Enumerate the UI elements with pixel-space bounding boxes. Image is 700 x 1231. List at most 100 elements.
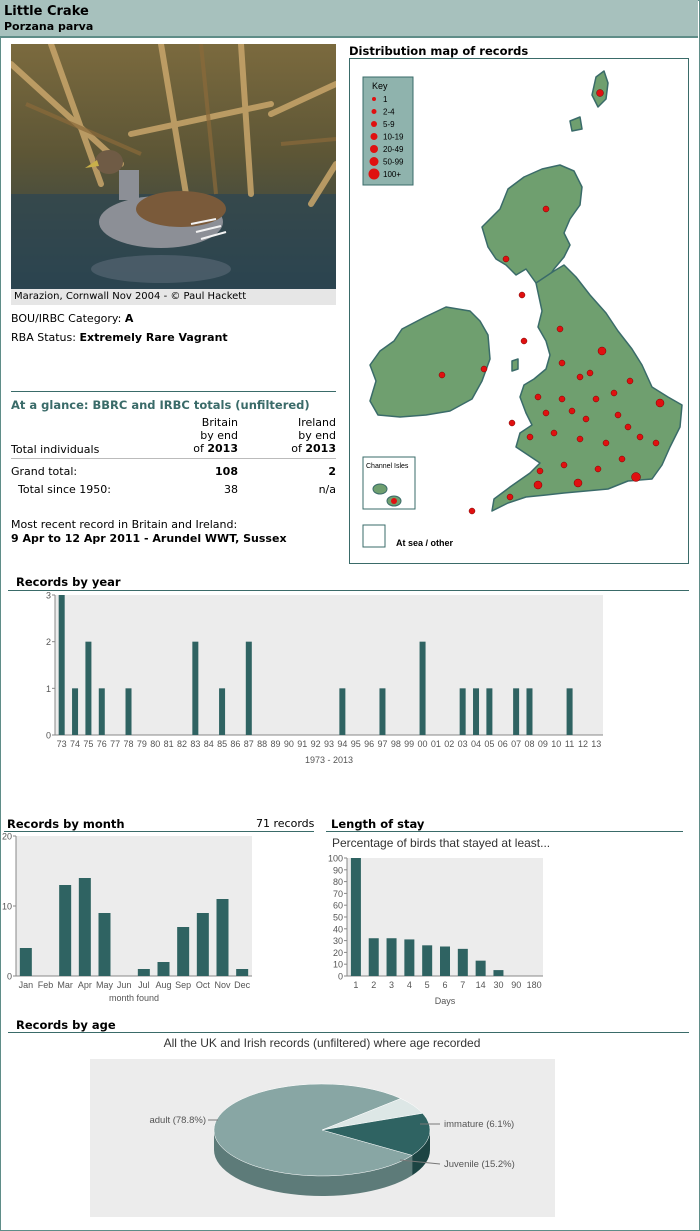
x-tick-label: 08 — [524, 739, 534, 749]
y-tick-label: 100 — [328, 854, 343, 864]
since-1950-label: Total since 1950: — [18, 483, 111, 496]
bar — [85, 641, 92, 735]
map-key-dot — [370, 133, 378, 140]
bar — [566, 688, 573, 735]
y-tick-label: 1 — [46, 684, 51, 694]
x-tick-label: 11 — [565, 739, 574, 749]
x-tick-label: 75 — [83, 739, 93, 749]
y-tick-label: 30 — [333, 936, 343, 946]
rba-status: RBA Status: Extremely Rare Vagrant — [11, 331, 228, 344]
x-tick-label: Feb — [38, 980, 54, 990]
y-tick-label: 20 — [2, 832, 12, 842]
x-axis-label: 1973 - 2013 — [305, 755, 353, 765]
x-tick-label: 91 — [297, 739, 307, 749]
plot-area — [16, 836, 252, 976]
bar — [475, 960, 486, 976]
x-tick-label: 4 — [407, 980, 412, 990]
x-tick-label: 2 — [371, 980, 376, 990]
by-year-title: Records by year — [16, 575, 121, 589]
y-tick-label: 50 — [333, 913, 343, 923]
bar — [177, 927, 190, 976]
x-tick-label: 09 — [538, 739, 548, 749]
x-tick-label: Nov — [214, 980, 231, 990]
x-tick-label: Jan — [19, 980, 34, 990]
x-tick-label: 89 — [271, 739, 281, 749]
x-tick-label: 97 — [377, 739, 387, 749]
pie-slice-side — [412, 1130, 430, 1176]
x-tick-label: 81 — [164, 739, 174, 749]
x-tick-label: 73 — [57, 739, 67, 749]
map-key-title: Key — [372, 81, 388, 91]
x-tick-label: Jun — [117, 980, 132, 990]
x-tick-label: 96 — [364, 739, 374, 749]
pie-label: immature (6.1%) — [444, 1119, 514, 1130]
x-tick-label: May — [96, 980, 114, 990]
x-tick-label: 90 — [284, 739, 294, 749]
bar — [379, 688, 386, 735]
x-tick-label: 90 — [511, 980, 521, 990]
bar — [440, 946, 450, 976]
x-tick-label: 1 — [353, 980, 358, 990]
x-tick-label: 79 — [137, 739, 147, 749]
col-britain-header: Britain by end of 2013 — [193, 416, 238, 455]
x-tick-label: 74 — [70, 739, 80, 749]
species-header: Little Crake Porzana parva — [0, 0, 698, 38]
ireland-shape — [369, 306, 491, 418]
bar — [386, 938, 397, 976]
bou-category-label: BOU/IRBC Category: — [11, 312, 122, 325]
x-tick-label: 87 — [244, 739, 254, 749]
x-tick-label: Jul — [138, 980, 150, 990]
x-tick-label: 5 — [425, 980, 430, 990]
glance-title: At a glance: BBRC and IRBC totals (unfil… — [11, 398, 310, 412]
month-record-count: 71 records — [256, 817, 315, 830]
x-tick-label: 12 — [578, 739, 588, 749]
stay-title: Length of stay — [331, 817, 425, 831]
x-tick-label: 83 — [190, 739, 200, 749]
bar — [137, 969, 150, 976]
x-tick-label: 86 — [230, 739, 240, 749]
pie-slice — [213, 1083, 413, 1177]
bar — [216, 899, 229, 976]
england-wales-shape — [491, 264, 683, 512]
map-key-label: 50-99 — [383, 158, 404, 167]
x-tick-label: Sep — [175, 980, 191, 990]
orkney-shape — [569, 116, 583, 132]
x-tick-label: Oct — [196, 980, 211, 990]
y-tick-label: 80 — [333, 877, 343, 887]
x-tick-label: 180 — [527, 980, 542, 990]
y-tick-label: 70 — [333, 889, 343, 899]
bar — [473, 688, 480, 735]
pie-label: Juvenile (15.2%) — [444, 1159, 515, 1170]
bar — [419, 641, 426, 735]
total-individuals-label: Total individuals — [11, 443, 100, 456]
bar — [98, 913, 111, 976]
isle-of-man-shape — [511, 358, 519, 372]
bar — [19, 948, 32, 976]
plot-area — [55, 595, 603, 735]
bar — [98, 688, 105, 735]
x-tick-label: 00 — [418, 739, 428, 749]
x-axis-label: Days — [435, 996, 456, 1006]
bar — [59, 885, 72, 976]
bar — [245, 641, 252, 735]
bar — [404, 939, 415, 976]
y-tick-label: 10 — [2, 902, 12, 912]
bar — [78, 878, 91, 976]
recent-record-value: 9 Apr to 12 Apr 2011 - Arundel WWT, Suss… — [11, 532, 287, 545]
rba-status-value: Extremely Rare Vagrant — [79, 331, 228, 344]
recent-record-label: Most recent record in Britain and Irelan… — [11, 518, 238, 531]
since-1950-ireland: n/a — [318, 483, 336, 496]
x-tick-label: 10 — [551, 739, 561, 749]
x-tick-label: Aug — [155, 980, 171, 990]
y-tick-label: 60 — [333, 901, 343, 911]
bar — [192, 641, 199, 735]
map-title: Distribution map of records — [349, 44, 529, 58]
bar — [339, 688, 346, 735]
shetland-shape — [591, 70, 609, 108]
distribution-map: Key 1 2-4 5-9 10-19 20-49 50-99 100+ Channel I… — [349, 58, 689, 564]
species-scientific-name: Porzana parva — [4, 20, 94, 33]
map-key-label: 2-4 — [383, 108, 395, 117]
map-key-label: 1 — [383, 95, 388, 104]
x-tick-label: 80 — [150, 739, 160, 749]
